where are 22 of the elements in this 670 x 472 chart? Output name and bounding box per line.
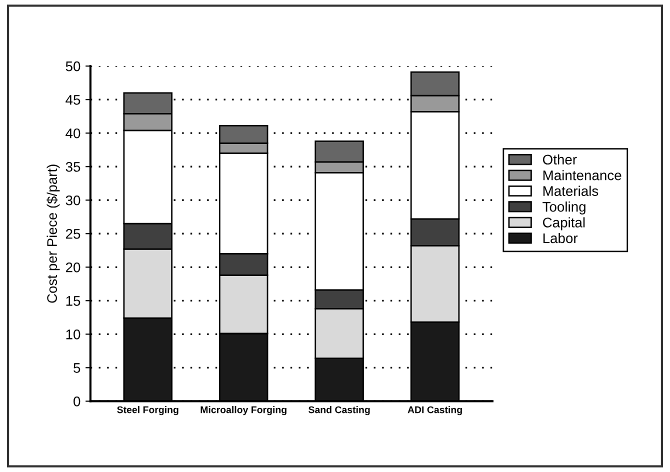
legend-label: Capital — [543, 217, 585, 230]
x-tick-label: Sand Casting — [308, 406, 370, 416]
legend-label: Materials — [543, 186, 598, 196]
x-tick-label: ADI Casting — [408, 406, 462, 416]
x-tick-label: Steel Forging — [117, 406, 178, 416]
legend-label: Tooling — [542, 202, 586, 214]
x-tick-label: Microalloy Forging — [200, 406, 286, 416]
y-tick-label: 50 — [66, 61, 80, 72]
y-tick-label: 15 — [66, 296, 80, 306]
y-tick-label: 5 — [74, 363, 80, 373]
y-tick-label: 0 — [74, 396, 80, 406]
legend-label: Maintenance — [543, 170, 622, 180]
legend-label: Other — [542, 154, 577, 165]
y-tick-label: 25 — [66, 228, 80, 239]
y-tick-label: 35 — [66, 162, 80, 172]
y-tick-label: 20 — [66, 262, 80, 272]
y-tick-label: 10 — [66, 330, 80, 340]
y-tick-label: 45 — [66, 95, 80, 105]
y-axis-title: Cost per Piece ($/part) — [46, 164, 60, 303]
legend-label: Labor — [543, 232, 578, 244]
y-tick-label: 30 — [66, 195, 80, 206]
y-tick-label: 40 — [66, 128, 80, 138]
